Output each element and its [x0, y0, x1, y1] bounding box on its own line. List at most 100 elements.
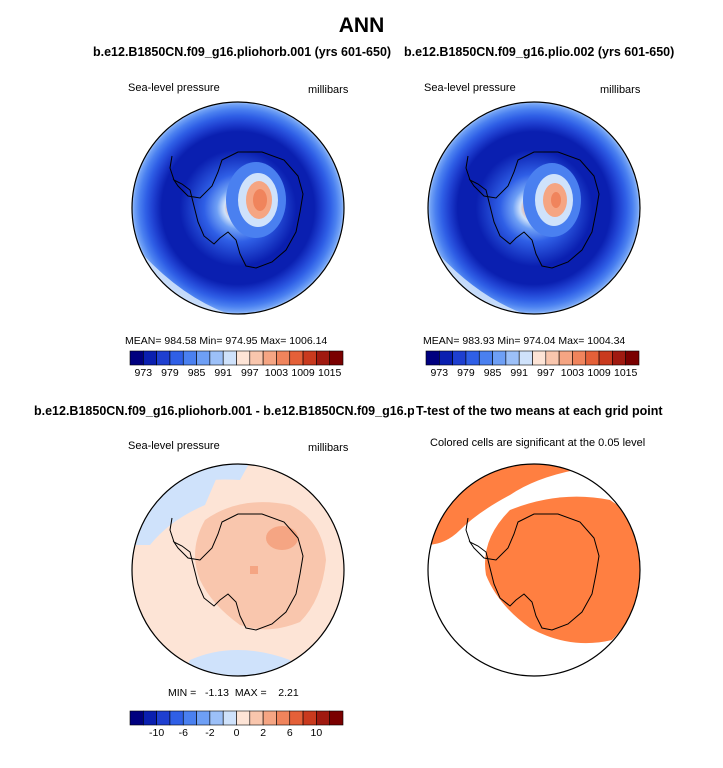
panel3-positive-peak — [266, 526, 298, 550]
colorbar-box — [276, 350, 291, 366]
colorbar-box — [302, 710, 317, 726]
panel2-map-border — [427, 101, 641, 315]
colorbar-tick-label: -2 — [205, 727, 214, 739]
colorbar-tick-label: 0 — [234, 727, 240, 739]
colorbar-box — [532, 350, 547, 366]
colorbar-box — [182, 350, 197, 366]
colorbar-box — [262, 710, 277, 726]
panel1-peninsula — [169, 155, 175, 181]
colorbar-tick-label: 997 — [241, 367, 259, 379]
colorbar-tick-label: 1009 — [291, 367, 315, 379]
panel2-variable-label: Sea-level pressure — [424, 82, 516, 94]
panel1-map — [131, 101, 345, 315]
panel2-peninsula — [465, 155, 471, 181]
panel4-map — [427, 463, 641, 677]
colorbar-tick-label: 1015 — [318, 367, 342, 379]
panel3-colorbar: -10 -6 -2 0 2 6 10 — [129, 710, 344, 739]
colorbar-box — [249, 710, 264, 726]
colorbar-box — [196, 710, 211, 726]
colorbar-tick-label: 991 — [214, 367, 232, 379]
panel1-map-border — [131, 101, 345, 315]
colorbar-box — [249, 350, 264, 366]
panel4-antarctica-coastline — [468, 513, 600, 631]
panel2-antarctica-coastline — [468, 151, 600, 269]
colorbar-tick-label: 985 — [188, 367, 206, 379]
colorbar-box — [236, 350, 251, 366]
colorbar-tick-label: 997 — [537, 367, 555, 379]
panel1-contour — [253, 189, 267, 211]
colorbar-box — [196, 350, 211, 366]
colorbar-tick-label: 979 — [457, 367, 475, 379]
colorbar-tick-label: 991 — [510, 367, 528, 379]
panel1-antarctica-coastline — [172, 151, 304, 269]
colorbar-tick-label: 2 — [260, 727, 266, 739]
panel3-antarctica-coastline — [172, 513, 304, 631]
colorbar-box — [316, 350, 330, 366]
colorbar-box — [465, 350, 480, 366]
panel4-title: T-test of the two means at each grid poi… — [414, 404, 663, 418]
colorbar-tick-label: 973 — [135, 367, 153, 379]
colorbar-tick-label: 985 — [484, 367, 502, 379]
colorbar-box — [558, 350, 573, 366]
panel3-stats: MIN = -1.13 MAX = 2.21 — [168, 687, 299, 699]
colorbar-box — [625, 350, 640, 366]
colorbar-box — [222, 350, 237, 366]
colorbar-box — [209, 710, 224, 726]
figure-title: ANN — [338, 14, 385, 37]
colorbar-box — [156, 350, 171, 366]
colorbar-box — [222, 710, 237, 726]
colorbar-tick-label: 979 — [161, 367, 179, 379]
colorbar-box — [169, 350, 184, 366]
panel3-map — [131, 463, 345, 677]
panel2-stats: MEAN= 983.93 Min= 974.04 Max= 1004.34 — [423, 335, 626, 347]
panel1-colorbar: 973 979 985 991 997 1003 1009 1015 — [129, 350, 344, 379]
colorbar-tick-label: 1003 — [561, 367, 585, 379]
panel1-variable-label: Sea-level pressure — [128, 82, 220, 94]
colorbar-tick-label: -6 — [179, 727, 188, 739]
panel3-map-border — [131, 463, 345, 677]
colorbar-box — [612, 350, 626, 366]
panel1-title: b.e12.B1850CN.f09_g16.pliohorb.001 (yrs … — [93, 45, 392, 59]
colorbar-tick-label: 973 — [431, 367, 449, 379]
colorbar-box — [329, 350, 344, 366]
colorbar-box — [478, 350, 493, 366]
panel2-units-label: millibars — [600, 84, 641, 96]
colorbar-box — [236, 710, 251, 726]
colorbar-box — [169, 710, 184, 726]
colorbar-box — [209, 350, 224, 366]
colorbar-box — [572, 350, 587, 366]
colorbar-box — [492, 350, 507, 366]
colorbar-tick-label: 10 — [311, 727, 323, 739]
panel4-peninsula — [465, 517, 471, 543]
colorbar-box — [329, 710, 344, 726]
panel3-peninsula — [169, 517, 175, 543]
panel4-map-border — [427, 463, 641, 677]
panel4-significant-region — [485, 496, 640, 644]
colorbar-box — [156, 710, 171, 726]
colorbar-box — [585, 350, 600, 366]
colorbar-box — [439, 350, 453, 366]
colorbar-tick-label: -10 — [149, 727, 164, 739]
colorbar-box — [143, 350, 157, 366]
colorbar-box — [276, 710, 291, 726]
colorbar-box — [316, 710, 330, 726]
colorbar-box — [289, 710, 304, 726]
colorbar-box — [302, 350, 317, 366]
colorbar-box — [143, 710, 157, 726]
colorbar-box — [425, 350, 440, 366]
colorbar-tick-label: 1015 — [614, 367, 638, 379]
panel4-subtitle: Colored cells are significant at the 0.0… — [430, 437, 646, 449]
colorbar-tick-label: 1009 — [587, 367, 611, 379]
panel3-title: b.e12.B1850CN.f09_g16.pliohorb.001 - b.e… — [34, 404, 454, 418]
panel1-stats: MEAN= 984.58 Min= 974.95 Max= 1006.14 — [125, 335, 328, 347]
colorbar-box — [129, 710, 144, 726]
panel1-units-label: millibars — [308, 84, 349, 96]
colorbar-box — [598, 350, 613, 366]
colorbar-box — [289, 350, 304, 366]
panel3-variable-label: Sea-level pressure — [128, 440, 220, 452]
colorbar-box — [505, 350, 520, 366]
colorbar-tick-label: 6 — [287, 727, 293, 739]
panel2-contour — [551, 192, 561, 208]
colorbar-box — [182, 710, 197, 726]
